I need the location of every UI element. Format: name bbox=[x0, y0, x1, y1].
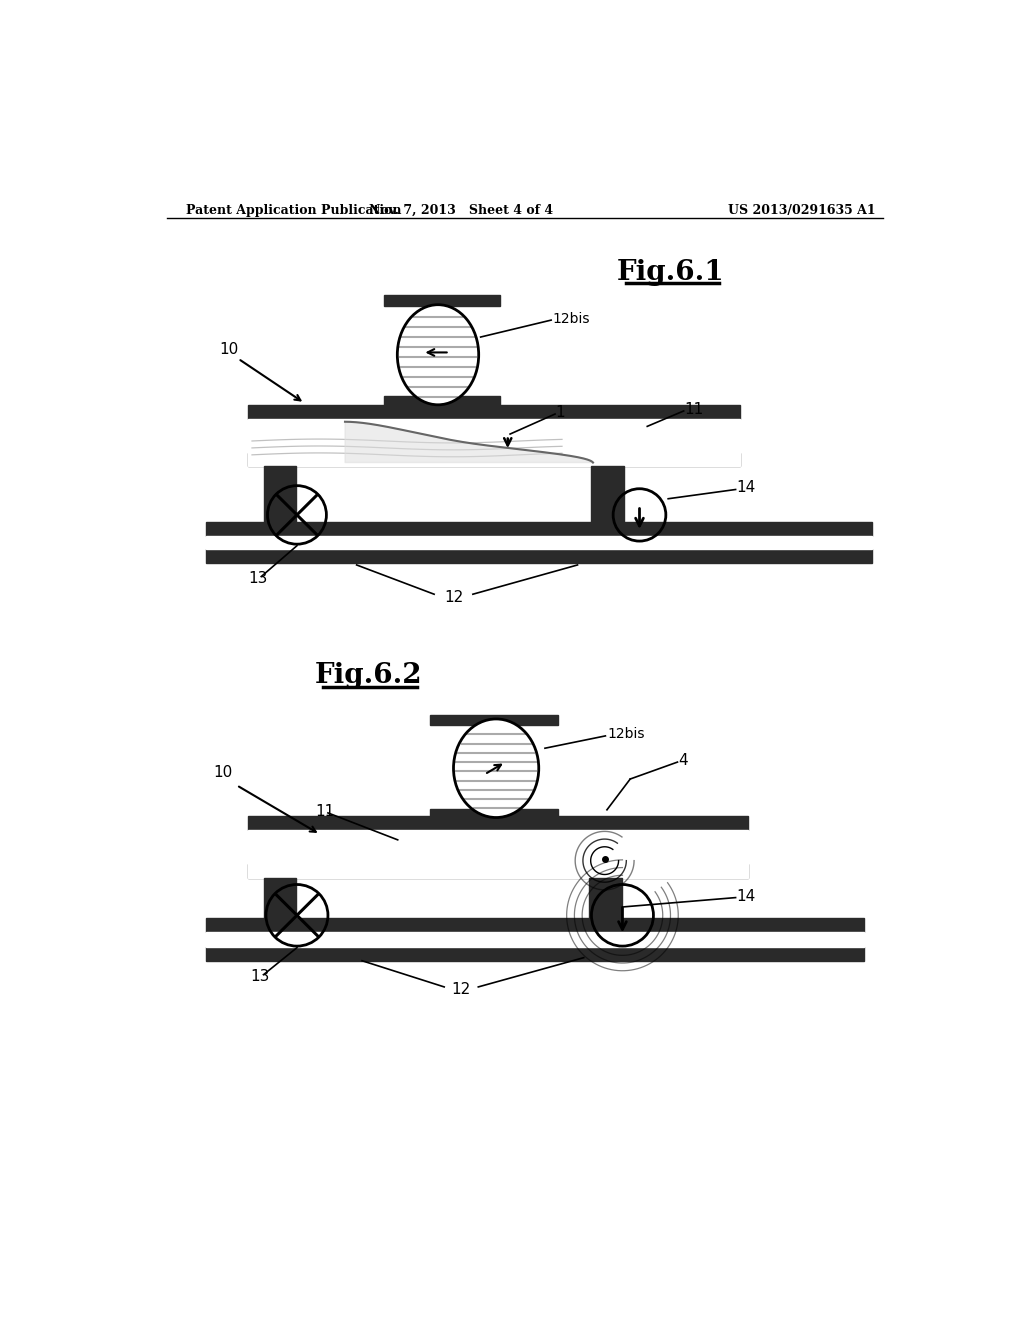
Bar bbox=[248, 405, 740, 418]
Ellipse shape bbox=[454, 719, 539, 817]
Text: 14: 14 bbox=[736, 888, 756, 904]
Bar bbox=[206, 919, 864, 932]
Bar bbox=[263, 466, 296, 536]
Bar bbox=[384, 296, 500, 306]
Text: 10: 10 bbox=[219, 342, 239, 356]
Ellipse shape bbox=[397, 305, 478, 405]
Bar bbox=[592, 466, 624, 536]
Text: 12bis: 12bis bbox=[607, 727, 644, 742]
Bar bbox=[589, 878, 622, 932]
Bar bbox=[248, 418, 740, 466]
Bar bbox=[206, 549, 872, 562]
Text: Fig.6.2: Fig.6.2 bbox=[314, 663, 422, 689]
Text: 12: 12 bbox=[443, 590, 463, 605]
Text: Fig.6.1: Fig.6.1 bbox=[616, 259, 724, 286]
Text: 10: 10 bbox=[213, 766, 232, 780]
Text: 11: 11 bbox=[315, 804, 335, 818]
Bar bbox=[206, 946, 864, 961]
Bar bbox=[206, 536, 872, 549]
Text: 12: 12 bbox=[452, 982, 471, 998]
Bar bbox=[430, 809, 558, 818]
Text: Patent Application Publication: Patent Application Publication bbox=[186, 205, 401, 218]
Bar bbox=[248, 865, 748, 878]
Bar bbox=[248, 816, 748, 830]
Text: 12bis: 12bis bbox=[553, 312, 590, 326]
Bar bbox=[248, 453, 740, 466]
Bar bbox=[430, 715, 558, 725]
Text: 13: 13 bbox=[251, 969, 270, 983]
Text: 1: 1 bbox=[556, 405, 565, 420]
Text: 14: 14 bbox=[736, 480, 756, 495]
Text: 4: 4 bbox=[678, 752, 688, 768]
Polygon shape bbox=[345, 422, 593, 462]
Bar bbox=[206, 521, 872, 536]
Text: US 2013/0291635 A1: US 2013/0291635 A1 bbox=[728, 205, 877, 218]
Bar bbox=[248, 830, 748, 878]
Text: Nov. 7, 2013   Sheet 4 of 4: Nov. 7, 2013 Sheet 4 of 4 bbox=[370, 205, 553, 218]
Text: 13: 13 bbox=[248, 570, 267, 586]
Text: 11: 11 bbox=[684, 401, 703, 417]
Bar bbox=[384, 396, 500, 407]
Bar bbox=[263, 878, 296, 932]
Bar bbox=[206, 932, 864, 946]
